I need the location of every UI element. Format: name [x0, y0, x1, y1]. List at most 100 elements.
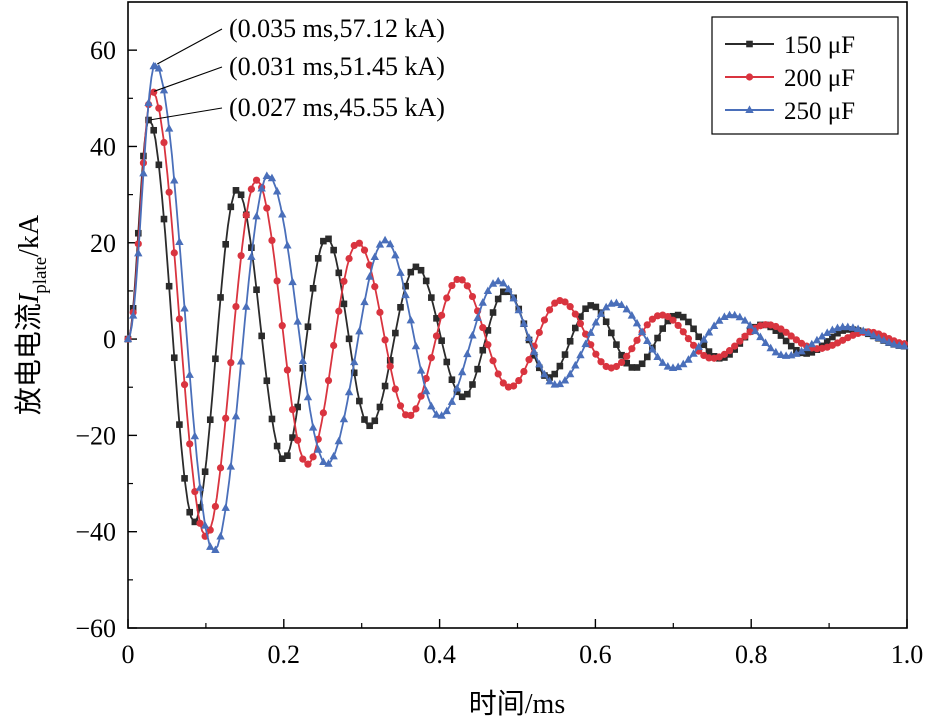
series-marker: [802, 343, 811, 352]
series-marker: [309, 453, 317, 461]
series-marker: [560, 375, 570, 384]
series-marker: [123, 334, 133, 343]
series-marker: [154, 63, 164, 72]
series-marker: [591, 317, 601, 326]
series-marker: [709, 321, 719, 330]
series-marker: [622, 304, 631, 313]
y-tick-label: −20: [75, 421, 116, 450]
series-marker: [895, 340, 904, 349]
series-marker: [242, 211, 250, 219]
y-tick-label: 60: [90, 36, 116, 65]
series-marker: [602, 318, 610, 326]
series-marker: [324, 376, 333, 385]
series-marker: [330, 341, 338, 350]
series-marker: [345, 255, 353, 263]
series-marker: [782, 328, 790, 336]
series-marker: [685, 318, 692, 326]
series-marker: [565, 369, 575, 378]
series-marker: [155, 104, 163, 112]
series-marker: [612, 362, 621, 371]
legend-entry: 200 μF: [725, 65, 855, 92]
series-marker: [457, 367, 467, 376]
series-marker: [829, 333, 836, 341]
series-marker: [771, 347, 781, 356]
series-marker: [464, 390, 471, 398]
series-marker: [371, 417, 379, 425]
y-tick-label: 0: [103, 325, 116, 354]
series-marker: [596, 309, 606, 317]
series-marker: [190, 431, 200, 440]
series-marker: [643, 353, 651, 361]
series-marker: [432, 410, 441, 418]
series-marker: [416, 365, 426, 374]
series-marker: [396, 402, 405, 410]
series-marker: [540, 369, 549, 378]
series-marker: [489, 309, 497, 316]
series-marker: [514, 305, 523, 314]
series-marker: [262, 171, 272, 179]
series-marker: [278, 322, 286, 330]
series-marker: [258, 332, 265, 340]
series-marker: [175, 237, 184, 246]
series-marker: [489, 357, 497, 365]
series-marker: [365, 272, 374, 280]
series-marker: [689, 349, 698, 357]
series-marker: [766, 343, 775, 352]
legend-marker: [745, 105, 754, 113]
series-marker: [438, 311, 446, 319]
series-marker: [176, 421, 183, 428]
series-marker: [247, 185, 255, 193]
y-tick-label: −40: [75, 518, 116, 547]
series-marker: [618, 351, 625, 359]
series-marker: [180, 303, 189, 312]
series-marker: [283, 240, 292, 249]
series-marker: [674, 311, 682, 319]
series-marker: [428, 294, 435, 301]
series-marker: [637, 327, 647, 336]
series-marker: [889, 339, 899, 348]
series-2: [124, 88, 908, 540]
series-marker: [248, 244, 255, 251]
series-marker: [571, 360, 580, 369]
y-tick-label: 40: [90, 132, 116, 161]
series-marker: [319, 409, 327, 417]
series-marker: [632, 318, 642, 327]
series-marker: [488, 279, 498, 287]
series-marker: [494, 295, 502, 303]
series-marker: [299, 364, 307, 372]
legend-box: [711, 16, 899, 135]
x-axis-title: 时间/ms: [469, 688, 565, 720]
series-marker: [227, 203, 235, 211]
series-marker: [499, 379, 507, 387]
annotation-label: (0.031 ms,51.45 kA): [229, 52, 445, 81]
series-marker: [612, 298, 621, 307]
series-marker: [371, 282, 379, 291]
x-tick-label: 0.6: [579, 640, 612, 669]
series-marker: [726, 351, 733, 358]
series-marker: [206, 416, 214, 424]
series-marker: [535, 359, 544, 368]
series-marker: [792, 336, 800, 344]
series-marker: [422, 374, 430, 383]
series-marker: [704, 327, 714, 336]
series-marker: [201, 468, 209, 476]
series-marker: [684, 355, 693, 363]
series-marker: [422, 277, 430, 285]
series-marker: [700, 341, 708, 349]
series-marker: [216, 464, 225, 472]
legend: 150 μF 200 μF 250 μF: [711, 16, 899, 135]
series-marker: [237, 191, 245, 199]
series-marker: [335, 269, 343, 277]
series-marker: [613, 341, 620, 348]
series-marker: [433, 315, 440, 322]
series-marker: [443, 294, 451, 302]
series-marker: [160, 215, 168, 223]
series-marker: [669, 316, 677, 324]
series-marker: [345, 335, 353, 343]
annotation-leader: [150, 107, 223, 121]
series-marker: [633, 336, 641, 344]
annotation-leader: [153, 66, 223, 92]
series-marker: [386, 357, 394, 364]
series-marker: [376, 403, 384, 411]
